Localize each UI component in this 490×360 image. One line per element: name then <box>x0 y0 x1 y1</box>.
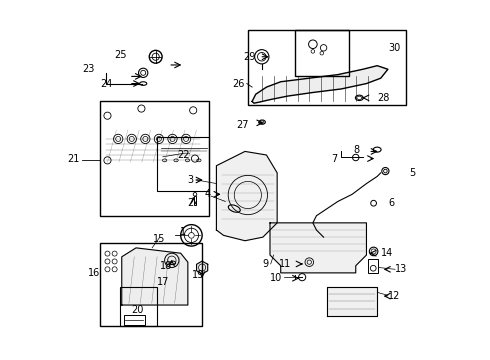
Polygon shape <box>122 248 188 305</box>
Text: 1: 1 <box>180 227 186 237</box>
Polygon shape <box>270 223 367 273</box>
Bar <box>100 102 209 216</box>
Text: 6: 6 <box>388 198 394 208</box>
Bar <box>123 315 145 325</box>
Text: 19: 19 <box>193 270 205 280</box>
Polygon shape <box>252 66 388 103</box>
Bar <box>120 287 157 327</box>
Text: 30: 30 <box>388 43 400 53</box>
Text: 29: 29 <box>244 52 256 62</box>
Text: 5: 5 <box>409 168 416 178</box>
Bar <box>248 30 406 105</box>
Text: 3: 3 <box>187 175 193 185</box>
Text: 21: 21 <box>68 154 80 163</box>
Bar <box>194 196 196 205</box>
Text: 24: 24 <box>100 78 113 89</box>
Bar <box>295 30 348 76</box>
Text: 17: 17 <box>157 277 169 287</box>
Polygon shape <box>327 287 377 316</box>
Polygon shape <box>217 152 277 241</box>
Text: 23: 23 <box>83 64 95 74</box>
Text: 16: 16 <box>88 268 100 278</box>
Text: 15: 15 <box>153 234 166 244</box>
Text: 14: 14 <box>381 248 393 258</box>
Text: 11: 11 <box>279 259 292 269</box>
Text: 22: 22 <box>177 150 190 160</box>
Bar <box>157 137 209 191</box>
Text: 20: 20 <box>131 305 143 315</box>
Text: 2: 2 <box>187 198 193 208</box>
Text: 10: 10 <box>270 273 283 283</box>
Text: 8: 8 <box>353 145 359 155</box>
Text: 26: 26 <box>233 78 245 89</box>
Bar <box>100 243 202 327</box>
Text: 27: 27 <box>236 120 248 130</box>
Text: 4: 4 <box>205 189 211 199</box>
Text: 28: 28 <box>377 93 390 103</box>
Text: 25: 25 <box>115 50 127 60</box>
Text: 13: 13 <box>395 264 407 274</box>
Text: 7: 7 <box>332 154 338 163</box>
Text: 9: 9 <box>262 259 268 269</box>
Bar <box>368 258 378 273</box>
Polygon shape <box>196 261 208 274</box>
Text: 12: 12 <box>388 291 400 301</box>
Text: 18: 18 <box>160 261 172 271</box>
